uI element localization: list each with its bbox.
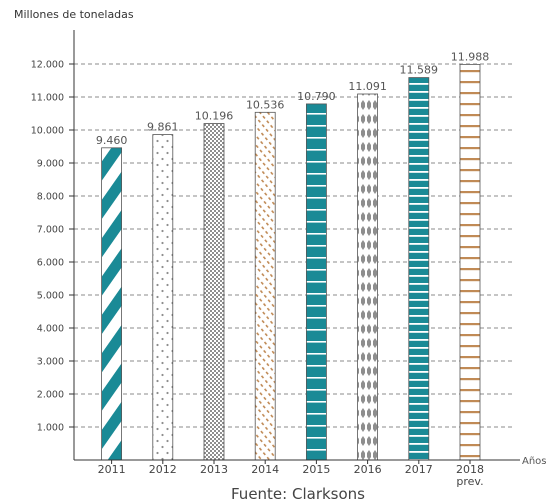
bar-2018 <box>459 63 481 461</box>
y-tick-label: 3.000 <box>37 357 64 368</box>
bar-2013 <box>203 123 225 461</box>
bar-2012 <box>152 134 174 461</box>
value-label: 9.861 <box>147 121 179 134</box>
value-label: 9.460 <box>96 134 128 147</box>
source-note: Fuente: Clarksons <box>231 485 365 503</box>
y-tick-label: 1.000 <box>37 423 64 434</box>
x-tick-label: 2017 <box>405 463 433 476</box>
x-tick-label: 2014 <box>251 463 279 476</box>
y-tick-labels: 1.000 2.000 3.000 4.000 5.000 6.000 7.000 8.000… <box>31 60 74 434</box>
bar-2014 <box>254 111 276 461</box>
value-label: 11.988 <box>451 50 490 63</box>
value-label: 10.196 <box>195 110 234 123</box>
value-label: 11.589 <box>400 64 439 77</box>
value-label: 10.536 <box>246 98 285 111</box>
value-labels: 9.460 9.861 10.196 10.536 10.790 11.091 11.589… <box>96 50 489 146</box>
y-tick-label: 7.000 <box>37 225 64 236</box>
bar-2016 <box>357 93 379 461</box>
y-tick-label: 4.000 <box>37 324 64 335</box>
y-tick-label: 9.000 <box>37 159 64 170</box>
value-label: 11.091 <box>348 80 387 93</box>
y-tick-label: 11.000 <box>31 93 64 104</box>
y-tick-label: 10.000 <box>31 126 64 137</box>
x-tick-label: 2016 <box>354 463 382 476</box>
x-tick-label: 2012 <box>149 463 177 476</box>
y-tick-label: 2.000 <box>37 390 64 401</box>
y-tick-label: 12.000 <box>31 60 64 71</box>
x-tick-label: 2015 <box>302 463 330 476</box>
y-tick-label: 6.000 <box>37 258 64 269</box>
y-tick-label: 8.000 <box>37 192 64 203</box>
y-axis-title: Millones de toneladas <box>14 8 134 21</box>
bar-2017 <box>408 77 430 461</box>
x-tick-label: 2018 <box>456 463 484 476</box>
bar-2015 <box>305 103 327 461</box>
bar-2011 <box>101 147 122 461</box>
x-tick-label: 2013 <box>200 463 228 476</box>
x-tick-label: 2011 <box>98 463 126 476</box>
y-tick-label: 5.000 <box>37 291 64 302</box>
value-label: 10.790 <box>297 90 336 103</box>
gridlines <box>74 63 512 428</box>
x-axis-title: Años <box>522 456 547 467</box>
x-tick-sublabel: prev. <box>456 475 483 488</box>
